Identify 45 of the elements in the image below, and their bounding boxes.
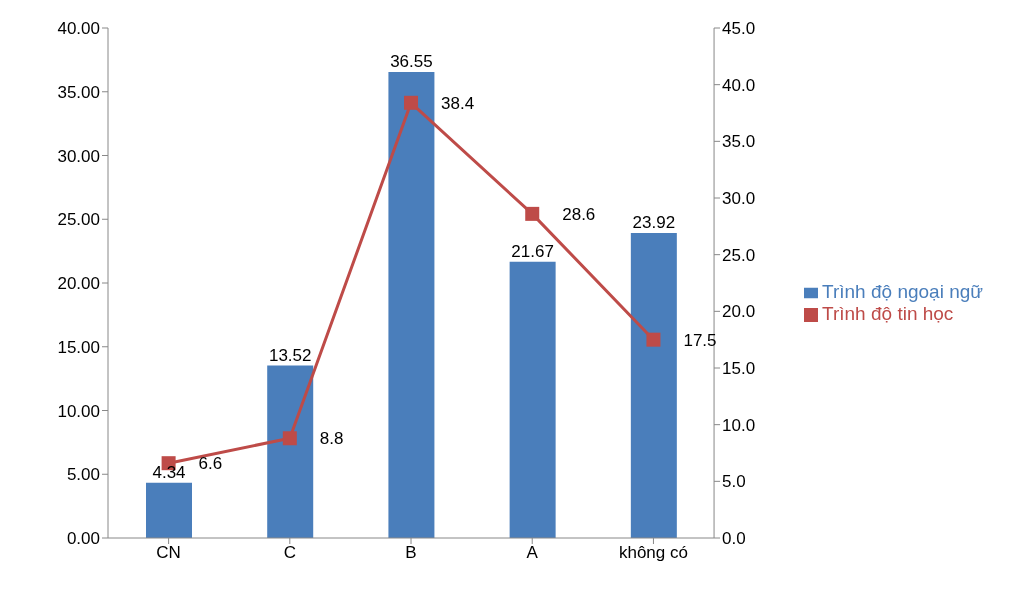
legend-label: Trình độ ngoại ngữ bbox=[822, 281, 983, 302]
y-tick-label: 35.00 bbox=[57, 82, 100, 102]
data-label: 23.92 bbox=[632, 213, 676, 233]
bar bbox=[267, 365, 314, 538]
y2-tick-label: 10.0 bbox=[722, 415, 756, 435]
y-tick-label: 10.00 bbox=[57, 401, 100, 421]
y2-tick-label: 25.0 bbox=[722, 245, 756, 265]
y-tick-label: 25.00 bbox=[57, 210, 100, 230]
y-tick-label: 40.00 bbox=[57, 19, 100, 39]
data-label: 36.55 bbox=[390, 51, 433, 71]
point bbox=[404, 95, 419, 110]
x-tick-label: không có bbox=[618, 543, 688, 563]
y2-tick-label: 15.0 bbox=[722, 359, 756, 379]
data-label: 28.6 bbox=[562, 204, 596, 224]
x-tick-label: CN bbox=[156, 543, 181, 563]
x-tick-label: B bbox=[405, 543, 417, 563]
y2-tick-label: 0.0 bbox=[722, 529, 746, 549]
data-label: 6.6 bbox=[198, 454, 223, 474]
y2-tick-label: 45.0 bbox=[722, 19, 756, 39]
bar bbox=[509, 261, 556, 538]
point bbox=[282, 431, 297, 446]
point bbox=[525, 206, 540, 221]
y-tick-label: 5.00 bbox=[66, 465, 100, 485]
bar bbox=[630, 233, 677, 538]
y-tick-label: 20.00 bbox=[57, 274, 100, 294]
data-label: 17.5 bbox=[683, 330, 717, 350]
y2-tick-label: 5.0 bbox=[722, 472, 746, 492]
data-label: 38.4 bbox=[441, 93, 475, 113]
x-tick-label: C bbox=[283, 543, 296, 563]
data-label: 21.67 bbox=[511, 241, 554, 261]
y-tick-label: 0.00 bbox=[66, 529, 100, 549]
bar bbox=[146, 482, 192, 538]
legend-label: Trình độ tin học bbox=[822, 303, 954, 324]
y2-tick-label: 30.0 bbox=[722, 189, 756, 209]
y2-tick-label: 40.0 bbox=[722, 75, 756, 95]
point bbox=[646, 332, 661, 347]
y2-tick-label: 35.0 bbox=[722, 132, 756, 152]
y2-tick-label: 20.0 bbox=[722, 302, 756, 322]
data-label: 4.34 bbox=[152, 462, 186, 482]
y-tick-label: 30.00 bbox=[57, 146, 100, 166]
x-tick-label: A bbox=[526, 543, 539, 563]
data-label: 13.52 bbox=[268, 345, 312, 365]
y-tick-label: 15.00 bbox=[57, 337, 100, 357]
data-label: 8.8 bbox=[319, 429, 344, 449]
bar bbox=[388, 71, 435, 538]
